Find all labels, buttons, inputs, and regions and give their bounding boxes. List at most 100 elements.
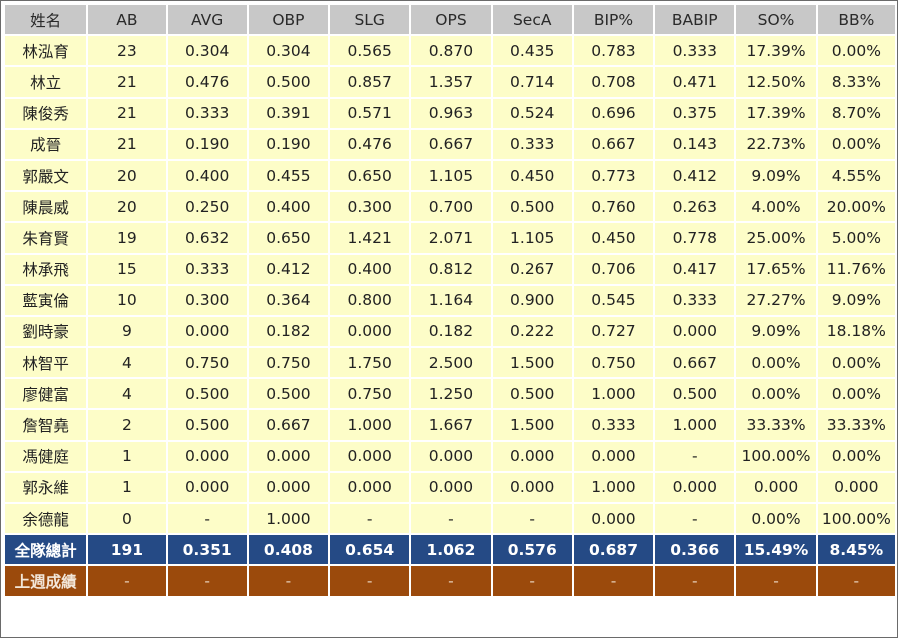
team-total-cell: 0.687 xyxy=(573,535,654,565)
stat-cell: 0.667 xyxy=(655,348,735,378)
stat-cell: 25.00% xyxy=(736,223,816,253)
stat-cell: 0.500 xyxy=(248,379,329,409)
stat-cell: 0.476 xyxy=(330,129,410,159)
last-week-cell: - xyxy=(736,566,816,596)
stat-cell: 0.000 xyxy=(492,441,572,471)
player-row: 郭永維 1 0.000 0.000 0.000 0.000 0.000 1.000 0.000 0… xyxy=(5,472,895,502)
stat-cell: - xyxy=(330,504,410,534)
stat-cell: 1.000 xyxy=(573,379,654,409)
stat-cell: 1 xyxy=(88,441,166,471)
stat-cell: 9.09% xyxy=(736,316,816,347)
team-total-cell: 1.062 xyxy=(411,535,491,565)
stat-cell: 0.000 xyxy=(492,472,572,502)
stat-cell: - xyxy=(492,504,572,534)
player-name: 馮健庭 xyxy=(5,441,87,471)
stat-cell: 0.800 xyxy=(330,285,410,315)
stat-cell: 0.727 xyxy=(573,316,654,347)
team-total-cell: 191 xyxy=(88,535,166,565)
stat-cell: 0.00% xyxy=(817,379,895,409)
stat-cell: 0.000 xyxy=(655,316,735,347)
last-week-label: 上週成績 xyxy=(5,566,87,596)
stat-cell: 0.190 xyxy=(248,129,329,159)
stat-cell: 1.000 xyxy=(573,472,654,502)
team-total-cell: 0.576 xyxy=(492,535,572,565)
column-header: SLG xyxy=(330,5,410,35)
stat-cell: 9.09% xyxy=(817,285,895,315)
stat-cell: 0.650 xyxy=(330,160,410,191)
column-header: BB% xyxy=(817,5,895,35)
stat-cell: 0.545 xyxy=(573,285,654,315)
stat-cell: 0.435 xyxy=(492,36,572,66)
player-row: 林立 21 0.476 0.500 0.857 1.357 0.714 0.708 0.471 1… xyxy=(5,67,895,97)
team-total-cell: 8.45% xyxy=(817,535,895,565)
stat-cell: 0.333 xyxy=(167,254,247,284)
stat-cell: 20.00% xyxy=(817,192,895,222)
stat-cell: 0.750 xyxy=(573,348,654,378)
stat-cell: 0.263 xyxy=(655,192,735,222)
stat-cell: 0.267 xyxy=(492,254,572,284)
stat-cell: - xyxy=(167,504,247,534)
stat-cell: 0.00% xyxy=(817,348,895,378)
stat-cell: 12.50% xyxy=(736,67,816,97)
player-name: 郭嚴文 xyxy=(5,160,87,191)
stat-cell: 23 xyxy=(88,36,166,66)
stat-cell: 1.000 xyxy=(655,410,735,440)
stat-cell: 0.400 xyxy=(330,254,410,284)
player-name: 陳俊秀 xyxy=(5,98,87,128)
player-row: 陳俊秀 21 0.333 0.391 0.571 0.963 0.524 0.696 0.375… xyxy=(5,98,895,128)
stat-cell: 17.65% xyxy=(736,254,816,284)
stat-cell: 0.333 xyxy=(655,36,735,66)
stat-cell: 9.09% xyxy=(736,160,816,191)
player-row: 馮健庭 1 0.000 0.000 0.000 0.000 0.000 0.000-100.0… xyxy=(5,441,895,471)
stat-cell: 0.450 xyxy=(492,160,572,191)
stat-cell: 0.632 xyxy=(167,223,247,253)
player-row: 余德龍 0-1.000- - -0.000-0.00% 100.00% xyxy=(5,504,895,534)
stat-cell: 0.417 xyxy=(655,254,735,284)
team-total-row: 全隊總計 191 0.351 0.408 0.654 1.062 0.576 0.687 0.3… xyxy=(5,535,895,565)
stat-cell: 0.333 xyxy=(573,410,654,440)
stat-cell: 1.105 xyxy=(411,160,491,191)
stat-cell: 0.667 xyxy=(573,129,654,159)
column-header: AVG xyxy=(167,5,247,35)
player-row: 藍寅倫 10 0.300 0.364 0.800 1.164 0.900 0.545 0.333… xyxy=(5,285,895,315)
stat-cell: 0.471 xyxy=(655,67,735,97)
player-name: 余德龍 xyxy=(5,504,87,534)
player-name: 陳晨威 xyxy=(5,192,87,222)
player-name: 郭永維 xyxy=(5,472,87,502)
stat-cell: 100.00% xyxy=(817,504,895,534)
stat-cell: 0.696 xyxy=(573,98,654,128)
player-name: 成晉 xyxy=(5,129,87,159)
stat-cell: 1.357 xyxy=(411,67,491,97)
stat-cell: 0.857 xyxy=(330,67,410,97)
stat-cell: 0.333 xyxy=(655,285,735,315)
stat-cell: 0.500 xyxy=(248,67,329,97)
stat-cell: 0.000 xyxy=(167,316,247,347)
stat-cell: 0.364 xyxy=(248,285,329,315)
team-total-cell: 0.408 xyxy=(248,535,329,565)
stat-cell: 0.000 xyxy=(817,472,895,502)
stat-cell: 0.00% xyxy=(817,441,895,471)
stat-cell: 0.000 xyxy=(167,441,247,471)
stat-cell: 100.00% xyxy=(736,441,816,471)
last-week-cell: - xyxy=(411,566,491,596)
stat-cell: 0.900 xyxy=(492,285,572,315)
stat-cell: 0.870 xyxy=(411,36,491,66)
stat-cell: 0.565 xyxy=(330,36,410,66)
stat-cell: 33.33% xyxy=(817,410,895,440)
stat-cell: 0.000 xyxy=(248,441,329,471)
last-week-cell: - xyxy=(248,566,329,596)
stat-cell: 1.000 xyxy=(248,504,329,534)
player-name: 朱育賢 xyxy=(5,223,87,253)
stat-cell: 0.750 xyxy=(330,379,410,409)
stat-cell: 0.000 xyxy=(411,472,491,502)
stat-cell: 0.000 xyxy=(330,441,410,471)
stat-cell: 1 xyxy=(88,472,166,502)
stat-cell: 0.333 xyxy=(492,129,572,159)
stat-cell: 0.500 xyxy=(167,410,247,440)
column-header: 姓名 xyxy=(5,5,87,35)
stat-cell: 0.143 xyxy=(655,129,735,159)
last-week-cell: - xyxy=(167,566,247,596)
stat-cell: 27.27% xyxy=(736,285,816,315)
last-week-cell: - xyxy=(88,566,166,596)
stat-cell: 21 xyxy=(88,98,166,128)
